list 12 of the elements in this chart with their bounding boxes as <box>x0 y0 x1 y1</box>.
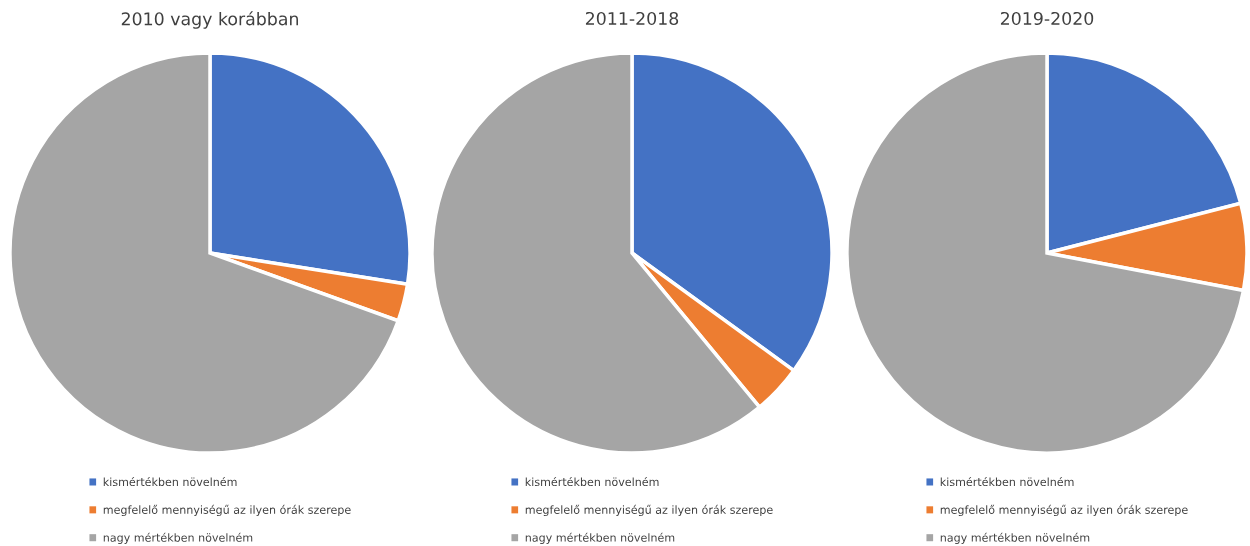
legend-label: nagy mértékben növelném <box>940 532 1090 544</box>
legend-label: megfelelő mennyiségű az ilyen órák szerepe <box>940 504 1188 517</box>
legend-label: nagy mértékben növelném <box>525 532 675 544</box>
chart-title: 2011-2018 <box>585 11 679 26</box>
chart-title: 2010 vagy korábban <box>121 11 298 29</box>
legend-label: kismértékben növelném <box>940 477 1074 487</box>
chart-title: 2019-2020 <box>1000 11 1094 26</box>
legend-label: kismértékben növelném <box>525 477 659 487</box>
legend-label: megfelelő mennyiségű az ilyen órák szerepe <box>525 504 773 517</box>
legend-label: megfelelő mennyiségű az ilyen órák szerepe <box>103 504 351 517</box>
legend-label: nagy mértékben növelném <box>103 532 253 544</box>
legend-label: kismértékben növelném <box>103 477 237 487</box>
